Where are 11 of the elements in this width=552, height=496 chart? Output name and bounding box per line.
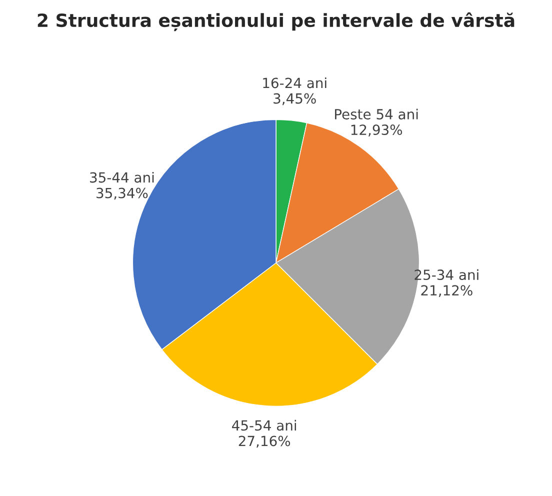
- slice-label: 45-54 ani: [232, 420, 296, 431]
- chart-title: 2 Structura eșantionului pe intervale de vârstă: [38, 12, 514, 32]
- data-label: 3,45%: [274, 93, 316, 106]
- slice-label: 35-44 ani: [90, 172, 154, 183]
- slice-label: Peste 54 ani: [335, 108, 418, 120]
- data-label: 27,16%: [238, 436, 290, 448]
- slice-label: 25-34 ani: [414, 269, 478, 280]
- data-label: 35,34%: [96, 188, 148, 200]
- slice-label: 16-24 ani: [263, 77, 326, 88]
- data-label: 12,93%: [351, 124, 402, 136]
- data-label: 21,12%: [421, 285, 472, 298]
